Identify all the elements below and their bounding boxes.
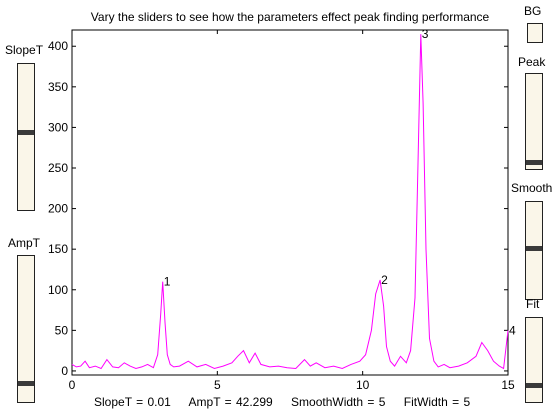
- x-tick-label: 15: [501, 378, 515, 392]
- ampT-label: AmpT: [8, 236, 41, 250]
- fit-label: Fit: [526, 297, 540, 311]
- y-tick-label: 250: [48, 161, 68, 175]
- smooth-label: Smooth: [511, 181, 553, 195]
- x-tick-label: 0: [69, 378, 76, 392]
- plot-title: Vary the sliders to see how the paramete…: [90, 10, 490, 24]
- peak-label: Peak: [518, 55, 546, 69]
- peak-slider-thumb[interactable]: [526, 160, 542, 165]
- peak-slider[interactable]: [525, 73, 543, 170]
- y-tick-label: 100: [48, 283, 68, 297]
- slopeT-slider[interactable]: [17, 63, 35, 211]
- y-tick-label: 300: [48, 120, 68, 134]
- y-tick-label: 0: [61, 364, 68, 378]
- bg-label: BG: [524, 4, 542, 18]
- status-ampT: AmpT = 42.299: [188, 395, 273, 409]
- y-tick-label: 350: [48, 80, 68, 94]
- y-tick-label: 50: [55, 323, 69, 337]
- peak-label: 4: [509, 323, 516, 337]
- bg-button[interactable]: [527, 23, 543, 43]
- status-slopeT: SlopeT = 0.01: [94, 395, 171, 409]
- fit-slider-thumb[interactable]: [526, 383, 542, 388]
- slopeT-label: SlopeT: [5, 43, 44, 57]
- plot-frame: [71, 29, 509, 376]
- peak-label: 2: [381, 273, 388, 287]
- ampT-slider-thumb[interactable]: [18, 381, 34, 386]
- status-smoothWidth: SmoothWidth = 5: [291, 395, 386, 409]
- x-tick-label: 5: [214, 378, 221, 392]
- fit-slider[interactable]: [525, 317, 543, 403]
- y-tick-label: 400: [48, 39, 68, 53]
- smooth-slider[interactable]: [525, 201, 543, 300]
- x-tick-label: 10: [356, 378, 370, 392]
- ampT-slider[interactable]: [17, 255, 35, 403]
- smooth-slider-thumb[interactable]: [526, 246, 542, 251]
- y-tick-label: 200: [48, 202, 68, 216]
- signal-line: [71, 34, 509, 370]
- peak-label: 3: [422, 27, 429, 41]
- y-tick-label: 150: [48, 242, 68, 256]
- parameter-status: SlopeT = 0.01 AmpT = 42.299 SmoothWidth …: [94, 395, 484, 409]
- slopeT-slider-thumb[interactable]: [18, 130, 34, 135]
- status-fitWidth: FitWidth = 5: [403, 395, 471, 409]
- peak-label: 1: [164, 275, 171, 289]
